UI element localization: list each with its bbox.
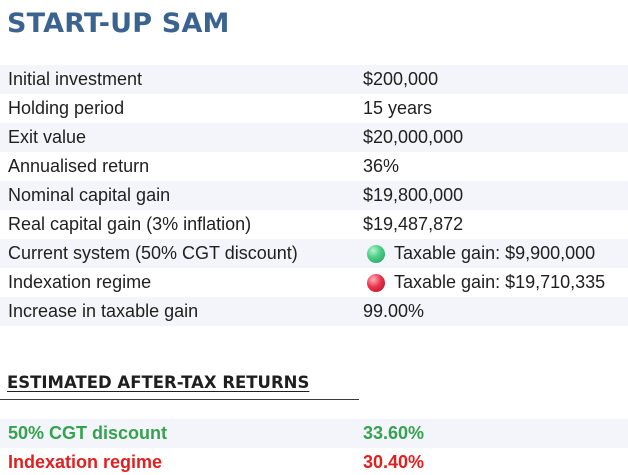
row-label: Initial investment bbox=[8, 69, 143, 89]
row-value: $19,487,872 bbox=[363, 214, 464, 234]
row-value: 15 years bbox=[363, 98, 433, 118]
row-label: Indexation regime bbox=[8, 272, 152, 292]
table-row-real-capital-gain: Real capital gain (3% inflation) $19,487… bbox=[0, 210, 628, 239]
row-value: $20,000,000 bbox=[363, 127, 464, 147]
row-value: 99.00% bbox=[363, 301, 425, 321]
table-row-indexation-regime: Indexation regime Taxable gain: $19,710,… bbox=[0, 268, 628, 297]
row-value: Taxable gain: $9,900,000 bbox=[356, 243, 595, 264]
after-tax-returns-table: 50% CGT discount 33.60% Indexation regim… bbox=[0, 419, 628, 475]
row-label: Current system (50% CGT discount) bbox=[8, 243, 298, 263]
investment-details-table: Initial investment $200,000 Holding peri… bbox=[0, 65, 628, 326]
table-row-current-system: Current system (50% CGT discount) Taxabl… bbox=[0, 239, 628, 268]
row-value: $200,000 bbox=[363, 69, 439, 89]
section-heading: ESTIMATED AFTER-TAX RETURNS bbox=[7, 373, 310, 392]
row-label: Increase in taxable gain bbox=[8, 301, 199, 321]
table-row-initial-investment: Initial investment $200,000 bbox=[0, 65, 628, 94]
row-label: Exit value bbox=[8, 127, 87, 147]
result-row-cgt-discount: 50% CGT discount 33.60% bbox=[0, 419, 628, 448]
table-row-holding-period: Holding period 15 years bbox=[0, 94, 628, 123]
table-row-nominal-capital-gain: Nominal capital gain $19,800,000 bbox=[0, 181, 628, 210]
red-dot-icon bbox=[367, 273, 385, 292]
row-value: $19,800,000 bbox=[363, 185, 464, 205]
page-title: START-UP SAM bbox=[7, 8, 230, 39]
row-label: Annualised return bbox=[8, 156, 150, 176]
table-row-exit-value: Exit value $20,000,000 bbox=[0, 123, 628, 152]
result-label: 50% CGT discount bbox=[8, 423, 168, 443]
table-row-increase-taxable-gain: Increase in taxable gain 99.00% bbox=[0, 297, 628, 326]
result-label: Indexation regime bbox=[8, 452, 163, 472]
result-row-indexation-regime: Indexation regime 30.40% bbox=[0, 448, 628, 475]
section-divider bbox=[0, 399, 359, 400]
row-value: 36% bbox=[363, 156, 400, 176]
row-label: Real capital gain (3% inflation) bbox=[8, 214, 252, 234]
result-value: 33.60% bbox=[363, 423, 425, 443]
table-row-annualised-return: Annualised return 36% bbox=[0, 152, 628, 181]
green-dot-icon bbox=[367, 244, 385, 263]
row-label: Holding period bbox=[8, 98, 125, 118]
result-value: 30.40% bbox=[363, 452, 425, 472]
row-label: Nominal capital gain bbox=[8, 185, 171, 205]
row-value: Taxable gain: $19,710,335 bbox=[356, 272, 605, 293]
